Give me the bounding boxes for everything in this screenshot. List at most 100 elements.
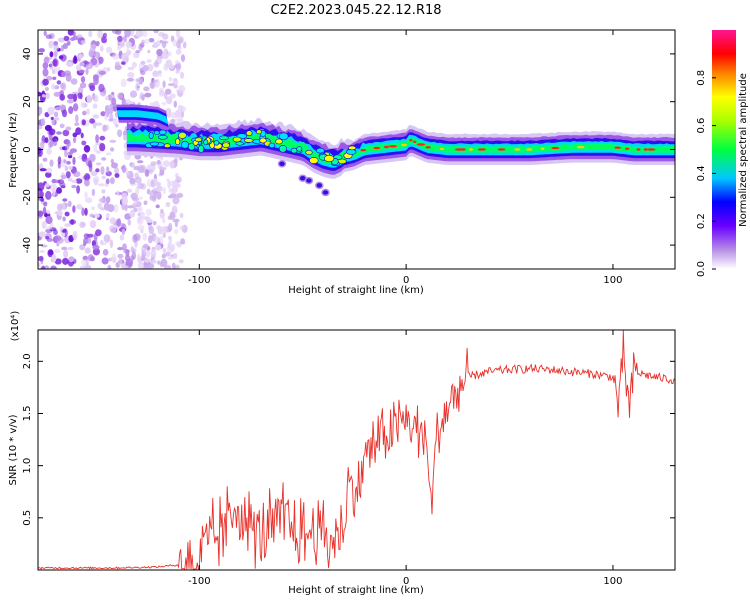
noise-speckle [84, 191, 88, 199]
noise-speckle [127, 72, 135, 79]
noise-speckle [109, 217, 116, 225]
noise-speckle [87, 254, 94, 262]
colorbar-label: Normalized spectral amplitude [738, 73, 749, 227]
noise-speckle [60, 83, 65, 89]
noise-speckle [89, 213, 94, 218]
noise-speckle [156, 159, 161, 165]
noise-speckle [109, 139, 117, 143]
noise-speckle [142, 243, 149, 249]
ridge-blob [180, 140, 189, 149]
noise-speckle [92, 114, 100, 119]
ridge-blob [278, 145, 287, 153]
noise-speckle [142, 232, 148, 241]
noise-speckle [100, 45, 104, 52]
noise-speckle [169, 93, 176, 99]
y-tick-label: 0.5 [22, 510, 33, 526]
noise-speckle [141, 94, 145, 101]
noise-speckle [38, 231, 46, 238]
noise-speckle [73, 171, 81, 178]
noise-speckle [67, 154, 73, 159]
noise-speckle [65, 171, 71, 179]
colorbar-gradient [712, 30, 736, 269]
noise-speckle [172, 262, 176, 269]
noise-speckle [54, 111, 59, 118]
noise-speckle [172, 180, 178, 188]
noise-speckle [172, 218, 180, 223]
noise-speckle [38, 210, 44, 217]
noise-speckle [67, 200, 72, 207]
figure-title: C2E2.2023.045.22.12.R18 [270, 3, 441, 18]
noise-speckle [101, 175, 106, 180]
noise-speckle [38, 106, 43, 115]
noise-speckle [110, 158, 114, 164]
noise-speckle [85, 174, 91, 180]
noise-speckle [38, 48, 45, 53]
noise-speckle [43, 30, 47, 36]
noise-speckle [119, 234, 125, 241]
noise-speckle [117, 35, 123, 42]
noise-speckle [73, 136, 77, 144]
noise-speckle [163, 48, 168, 55]
noise-speckle [45, 190, 52, 200]
noise-speckle [122, 243, 127, 251]
noise-speckle [45, 236, 50, 240]
noise-speckle [156, 191, 162, 200]
noise-speckle [68, 165, 73, 170]
noise-speckle [63, 159, 67, 164]
noise-speckle [61, 232, 66, 238]
noise-speckle [141, 250, 146, 258]
noise-speckle [61, 109, 68, 118]
noise-speckle [137, 225, 145, 231]
noise-speckle [162, 217, 166, 224]
ridge-blob [148, 131, 154, 139]
noise-speckle [38, 124, 43, 130]
ridge-hotspot [514, 148, 521, 151]
noise-speckle [99, 135, 106, 141]
ridge-hotspot [413, 140, 417, 143]
noise-speckle [43, 202, 48, 207]
noise-speckle [103, 234, 111, 243]
noise-speckle [68, 151, 74, 155]
noise-speckle [79, 221, 86, 229]
noise-speckle [110, 227, 117, 233]
noise-speckle [38, 142, 41, 147]
ridge-hotspot [614, 146, 622, 149]
ridge-hotspot [440, 147, 445, 151]
noise-speckle [91, 206, 96, 211]
noise-speckle [133, 200, 138, 205]
noise-speckle [173, 158, 178, 164]
noise-speckle [107, 264, 112, 269]
noise-speckle [50, 116, 54, 120]
noise-speckle [56, 187, 62, 194]
noise-speckle [141, 30, 148, 37]
noise-speckle [46, 148, 52, 155]
noise-speckle [80, 40, 86, 45]
noise-speckle [78, 40, 82, 45]
noise-speckle [84, 179, 90, 187]
noise-speckle [156, 48, 163, 57]
snr-scale-label: (x10⁴) [10, 311, 21, 342]
noise-speckle [50, 182, 57, 192]
noise-speckle [97, 30, 103, 39]
noise-speckle [152, 259, 157, 264]
spectrogram-ylabel: Frequency (Hz) [8, 112, 19, 188]
noise-speckle [165, 201, 171, 208]
noise-speckle [144, 169, 150, 177]
noise-speckle [71, 184, 77, 189]
noise-speckle [57, 156, 62, 165]
noise-speckle [123, 132, 127, 141]
noise-speckle [145, 250, 151, 258]
noise-speckle [147, 49, 151, 54]
noise-speckle [120, 78, 127, 88]
noise-speckle [46, 76, 53, 81]
noise-speckle [129, 177, 136, 185]
ridge-blob [203, 139, 209, 146]
noise-speckle [39, 168, 47, 172]
noise-speckle [132, 234, 138, 243]
noise-speckle [66, 40, 71, 46]
noise-speckle [39, 191, 45, 198]
noise-speckle [85, 67, 89, 75]
noise-speckle [148, 38, 155, 43]
noise-speckle [144, 92, 152, 98]
